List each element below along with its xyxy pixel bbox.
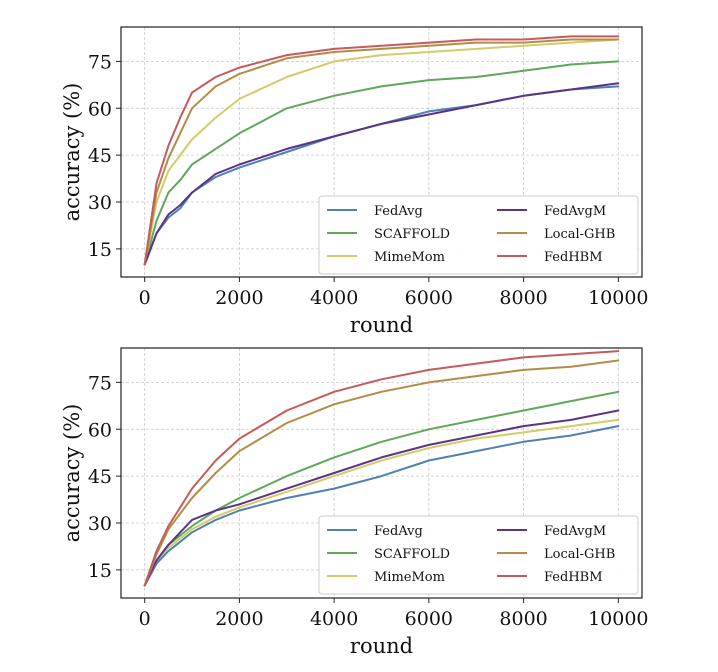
legend-box: [318, 195, 639, 275]
legend-box: [318, 515, 639, 595]
legend: FedAvg SCAFFOLD MimeMom FedAvgM Local-GHB Fed…: [318, 195, 639, 275]
y-tick-label: 15: [88, 239, 112, 261]
series-line-local-ghb: [143, 38, 620, 266]
chart-panel-1: 0 2000 4000 6000 8000 10000 15 30 45 60 75 round acc…: [60, 26, 649, 337]
y-tick-label: 60: [88, 419, 112, 441]
x-tick-label: 2000: [215, 608, 263, 630]
y-tick-label: 30: [88, 192, 112, 214]
y-axis-title: accuracy (%): [60, 83, 84, 222]
legend-label: FedHBM: [544, 570, 603, 585]
series-line-local-ghb: [143, 359, 620, 587]
series-line-mimemom: [143, 38, 620, 266]
x-tick-label: 6000: [405, 608, 453, 630]
x-tick-label: 2000: [215, 287, 263, 309]
y-tick-label: 60: [88, 98, 112, 120]
legend-label: FedAvgM: [544, 204, 606, 219]
y-axis-title: accuracy (%): [60, 404, 84, 543]
x-axis-title: round: [350, 634, 413, 658]
legend-label: MimeMom: [374, 570, 445, 585]
series-line-fedhbm: [143, 35, 620, 266]
y-tick-label: 75: [88, 372, 112, 394]
y-tick-label: 45: [88, 466, 112, 488]
series-line-fedavg: [143, 425, 620, 587]
y-tick-label: 15: [88, 560, 112, 582]
legend-label: SCAFFOLD: [374, 227, 450, 242]
x-tick-label: 0: [139, 608, 151, 630]
axes-frame: [120, 26, 643, 278]
legend-label: Local-GHB: [544, 547, 615, 562]
legend-label: Local-GHB: [544, 227, 615, 242]
series-line-fedavgm: [143, 409, 620, 587]
legend-label: FedAvgM: [544, 524, 606, 539]
x-tick-label: 8000: [499, 287, 547, 309]
legend-label: MimeMom: [374, 250, 445, 265]
series-line-fedhbm: [143, 350, 620, 587]
x-tick-label: 4000: [310, 608, 358, 630]
chart-panel-2: 0 2000 4000 6000 8000 10000 15 30 45 60 75 round acc…: [60, 347, 649, 658]
legend: FedAvg SCAFFOLD MimeMom FedAvgM Local-GHB Fed…: [318, 515, 639, 595]
x-axis-title: round: [350, 313, 413, 337]
y-tick-label: 75: [88, 51, 112, 73]
x-tick-label: 6000: [405, 287, 453, 309]
series-line-fedavgm: [143, 82, 620, 266]
series-line-mimemom: [143, 418, 620, 587]
series-line-scaffold: [143, 60, 620, 266]
legend-label: SCAFFOLD: [374, 547, 450, 562]
x-tick-label: 4000: [310, 287, 358, 309]
legend-label: FedHBM: [544, 250, 603, 265]
x-tick-label: 10000: [588, 608, 648, 630]
axes-frame: [120, 347, 643, 599]
y-tick-label: 45: [88, 145, 112, 167]
x-tick-label: 10000: [588, 287, 648, 309]
legend-label: FedAvg: [374, 524, 423, 539]
x-tick-label: 0: [139, 287, 151, 309]
x-tick-label: 8000: [499, 608, 547, 630]
y-tick-label: 30: [88, 513, 112, 535]
legend-label: FedAvg: [374, 204, 423, 219]
